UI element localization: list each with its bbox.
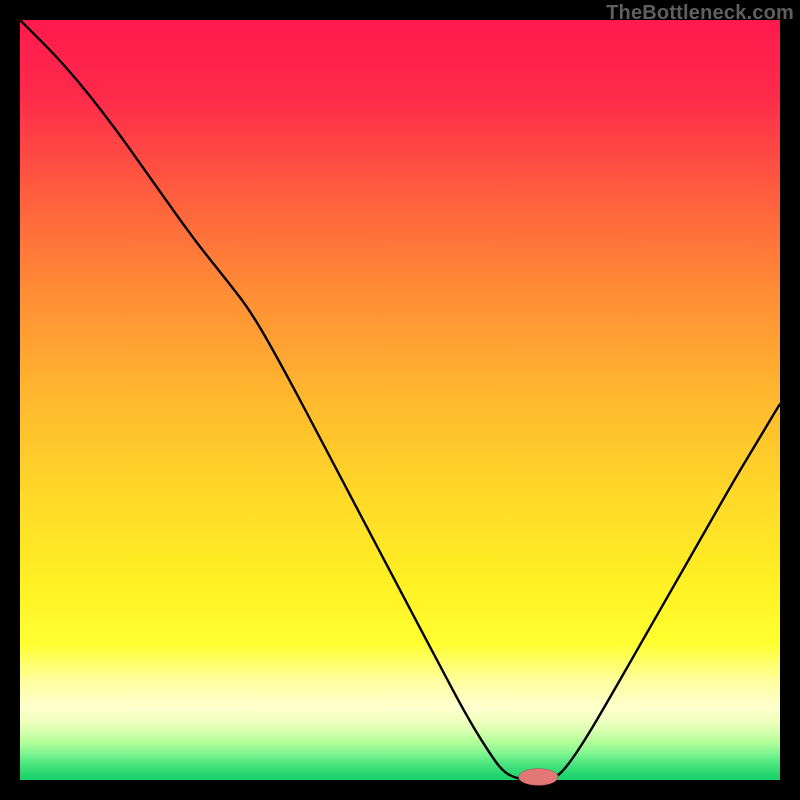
watermark-text: TheBottleneck.com [606,2,794,25]
plot-area [20,20,780,780]
optimal-marker [519,769,559,786]
chart-container: { "watermark": { "text": "TheBottleneck.… [0,0,800,800]
bottleneck-chart [0,0,800,800]
